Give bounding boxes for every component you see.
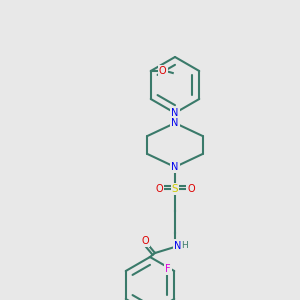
Text: O: O <box>141 236 149 246</box>
Text: N: N <box>171 108 179 118</box>
Text: H: H <box>181 242 188 250</box>
Text: N: N <box>171 118 179 128</box>
Text: S: S <box>172 184 178 194</box>
Text: O: O <box>155 184 163 194</box>
Text: O: O <box>159 66 166 76</box>
Text: N: N <box>174 241 182 251</box>
Text: N: N <box>171 162 179 172</box>
Text: O: O <box>187 184 195 194</box>
Text: F: F <box>165 264 171 274</box>
